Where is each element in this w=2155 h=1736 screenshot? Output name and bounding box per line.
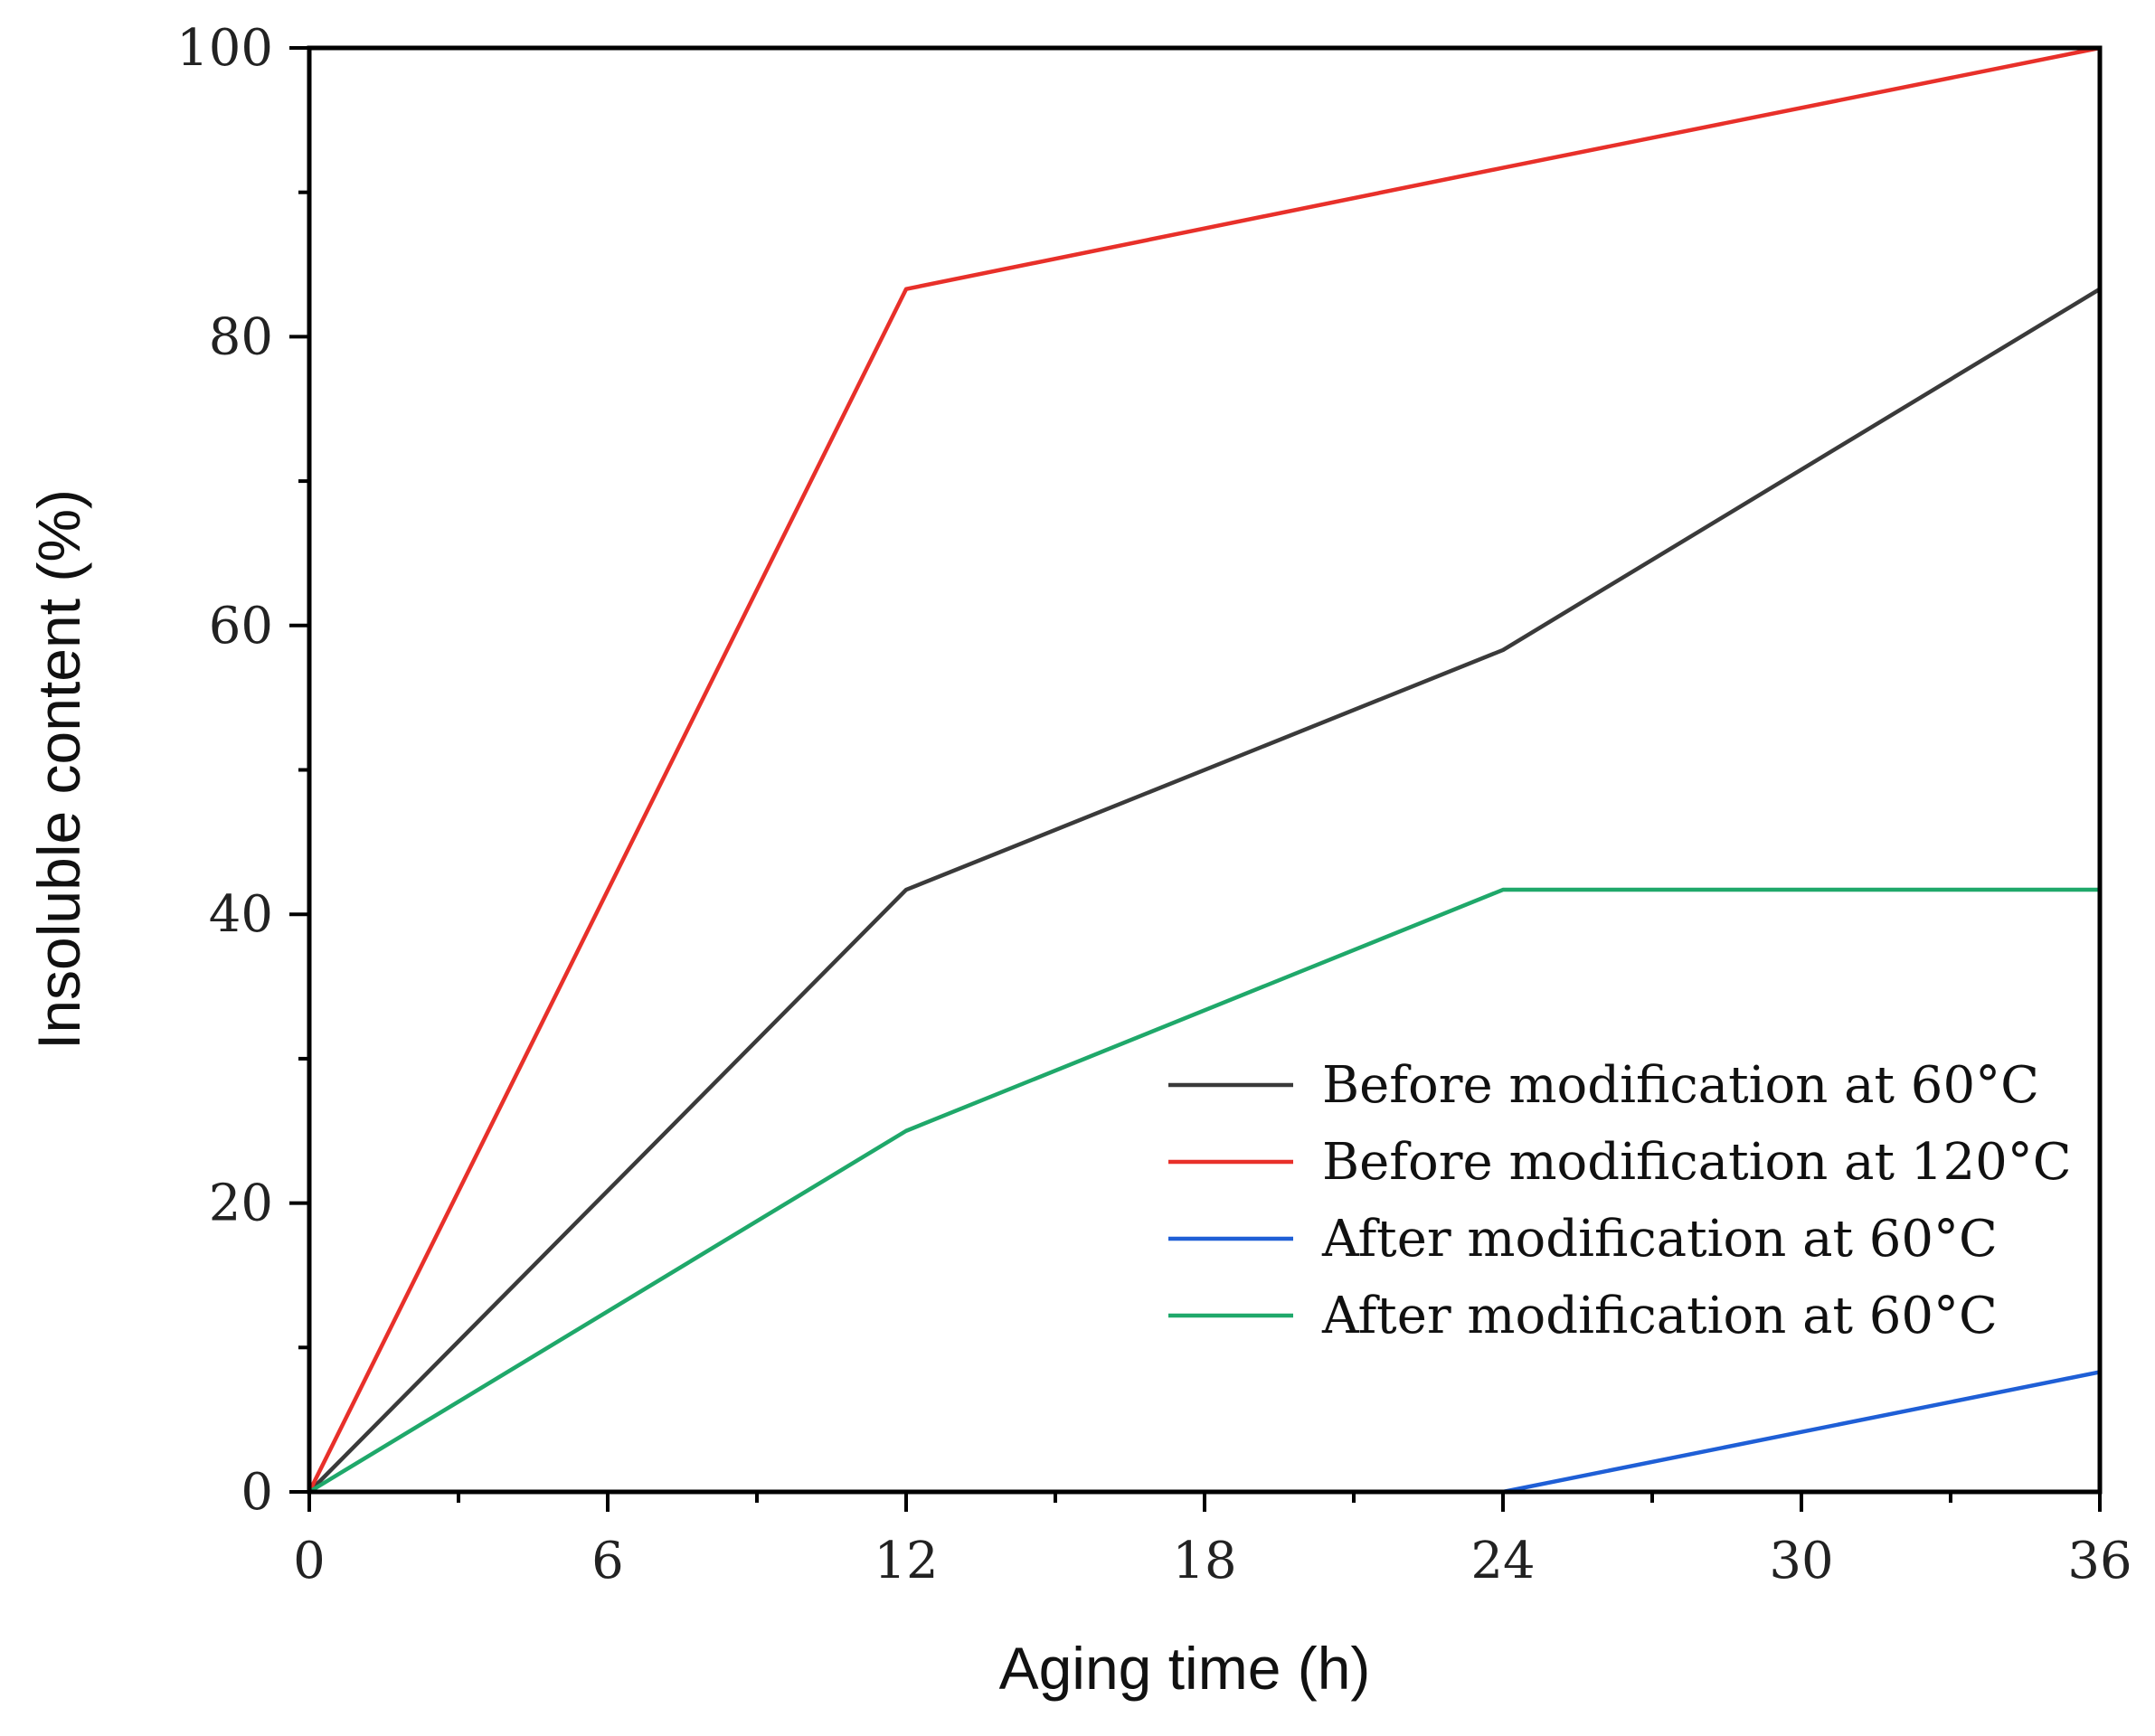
- legend-label: Before modification at 60°C: [1322, 1056, 2039, 1115]
- series-line-4: [307, 887, 2103, 1495]
- x-tick-label: 36: [2067, 1532, 2131, 1590]
- y-tick-label: 0: [241, 1463, 273, 1522]
- legend-label: After modification at 60°C: [1321, 1287, 1998, 1345]
- legend-label: After modification at 60°C: [1321, 1210, 1998, 1269]
- x-tick-label: 0: [293, 1532, 326, 1590]
- legend-item-2: Before modification at 120°C: [1168, 1133, 2072, 1192]
- legend-label: Before modification at 120°C: [1322, 1133, 2072, 1192]
- series-line-3: [307, 1370, 2103, 1495]
- legend-item-3: After modification at 60°C: [1168, 1210, 1998, 1269]
- x-tick-label: 18: [1172, 1532, 1236, 1590]
- legend: Before modification at 60°C Before modifi…: [1168, 1056, 2072, 1345]
- series-layer: [307, 45, 2103, 1495]
- legend-item-1: Before modification at 60°C: [1168, 1056, 2039, 1115]
- x-tick-label: 6: [591, 1532, 624, 1590]
- series-line-1: [307, 287, 2103, 1495]
- ticks-layer: 0 6 12 18 24 30 36 0 20 40 60 80 100: [176, 19, 2132, 1590]
- y-axis-label: Insoluble content (%): [25, 489, 92, 1050]
- x-tick-label: 30: [1769, 1532, 1833, 1590]
- legend-item-4: After modification at 60°C: [1168, 1287, 1998, 1345]
- plot-area-frame: [307, 45, 2103, 1495]
- y-tick-label: 60: [209, 597, 273, 656]
- x-tick-label: 12: [874, 1532, 938, 1590]
- series-line-2: [307, 45, 2103, 1495]
- y-tick-label: 80: [209, 307, 273, 366]
- x-tick-label: 24: [1470, 1532, 1535, 1590]
- y-tick-label: 20: [209, 1175, 273, 1233]
- y-tick-label: 40: [209, 885, 273, 944]
- y-tick-label: 100: [176, 19, 273, 78]
- x-axis-label: Aging time (h): [999, 1635, 1371, 1702]
